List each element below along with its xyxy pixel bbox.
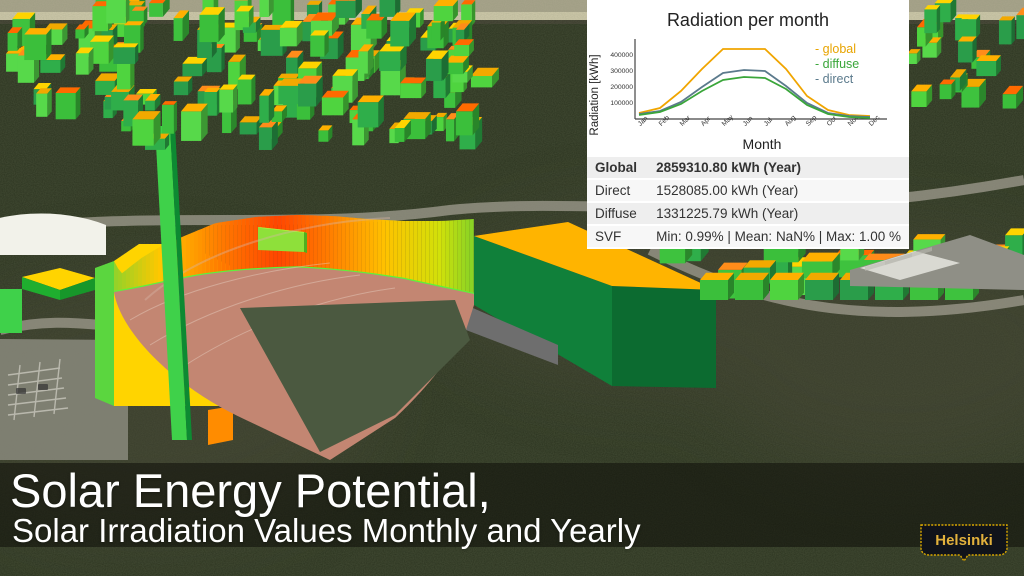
svg-text:Feb: Feb: [658, 114, 671, 127]
svg-text:400000: 400000: [610, 52, 633, 59]
svg-text:Mar: Mar: [679, 114, 693, 128]
svg-text:Jul: Jul: [763, 116, 774, 127]
svg-text:- global: - global: [815, 42, 856, 56]
svg-text:Sep: Sep: [805, 114, 819, 128]
svg-text:Apr: Apr: [700, 115, 713, 128]
svg-text:Aug: Aug: [784, 114, 798, 128]
svg-text:- diffuse: - diffuse: [815, 57, 859, 71]
svg-text:200000: 200000: [610, 84, 633, 91]
svg-text:- direct: - direct: [815, 72, 854, 86]
svg-text:Jan: Jan: [637, 115, 650, 128]
svg-text:Month: Month: [743, 136, 782, 152]
svg-text:Oct: Oct: [826, 115, 839, 128]
svg-text:100000: 100000: [610, 100, 633, 107]
svg-text:300000: 300000: [610, 68, 633, 75]
svg-text:Helsinki: Helsinki: [935, 532, 993, 549]
svg-text:Jun: Jun: [742, 115, 755, 128]
svg-text:May: May: [721, 113, 735, 127]
svg-text:Radiation [kWh]: Radiation [kWh]: [589, 54, 601, 135]
